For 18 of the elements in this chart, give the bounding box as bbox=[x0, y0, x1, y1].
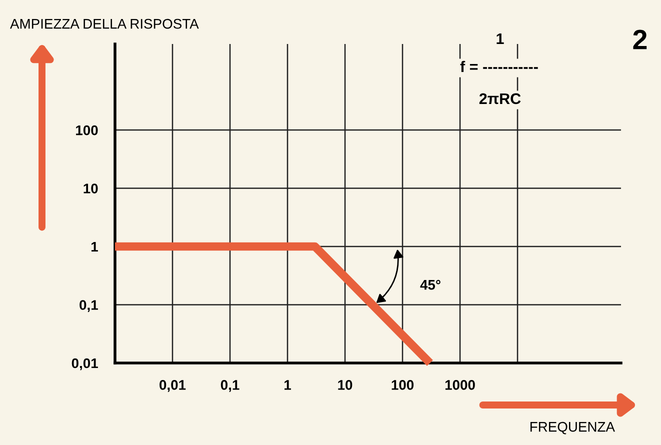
x-axis-title: FREQUENZA bbox=[530, 422, 615, 434]
y-tick-label: 10 bbox=[84, 184, 98, 194]
text: 1 bbox=[496, 33, 504, 44]
x-tick-label: 0,01 bbox=[160, 380, 186, 392]
annotation: f = ----------- bbox=[460, 60, 538, 72]
y-tick-label: 100 bbox=[76, 125, 98, 136]
annotation: 45° bbox=[420, 280, 440, 290]
x-tick-label: 10 bbox=[338, 380, 352, 390]
y-axis-title: AMPIEZZA DELLA RISPOSTA bbox=[10, 18, 199, 29]
y-tick-label: 1 bbox=[91, 242, 98, 252]
x-tick-label: 0,1 bbox=[220, 380, 240, 392]
x-tick-label: 1000 bbox=[445, 380, 475, 390]
text: 2 bbox=[633, 30, 647, 50]
x-tick-label: 100 bbox=[392, 380, 414, 390]
y-tick-label: 0,1 bbox=[80, 300, 98, 312]
y-tick-label: 0,01 bbox=[72, 358, 98, 370]
x-tick-label: 1 bbox=[284, 380, 291, 390]
annotation: 2πRC bbox=[479, 93, 521, 104]
